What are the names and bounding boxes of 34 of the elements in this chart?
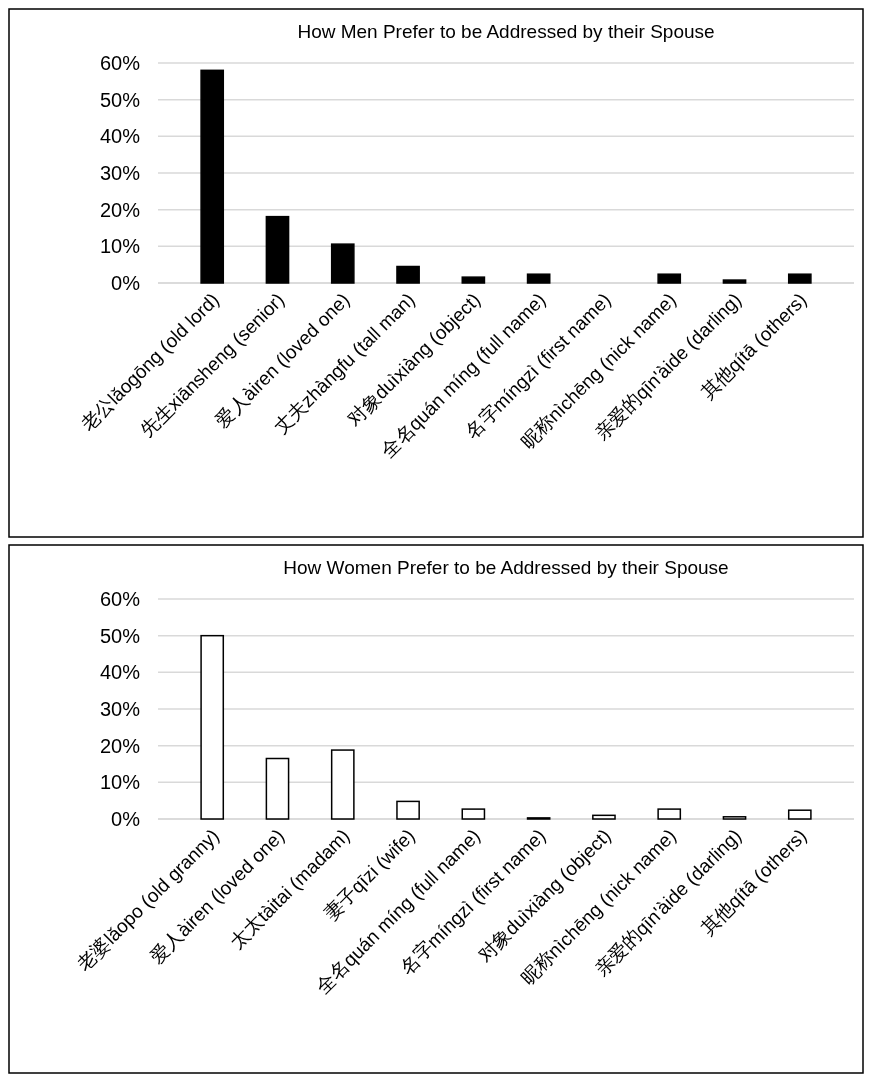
- y-tick-label: 0%: [111, 808, 141, 830]
- y-tick-label: 0%: [111, 272, 141, 294]
- y-tick-label: 30%: [99, 698, 141, 720]
- y-tick-label: 50%: [99, 624, 141, 647]
- chart-title: How Men Prefer to be Addressed by their Spouse: [297, 21, 715, 42]
- bar: [461, 276, 486, 284]
- bar: [200, 69, 225, 284]
- bar: [722, 816, 747, 820]
- bar: [722, 279, 747, 284]
- bar: [396, 265, 420, 284]
- bar: [265, 757, 290, 820]
- bar: [787, 809, 812, 820]
- bar: [200, 634, 225, 820]
- y-tick-label: 40%: [99, 661, 141, 684]
- bar: [526, 273, 551, 284]
- y-tick-label: 60%: [99, 588, 141, 610]
- bar: [592, 814, 616, 820]
- bar: [787, 273, 812, 284]
- bar: [396, 800, 420, 820]
- bar: [657, 273, 682, 284]
- bar: [265, 215, 290, 284]
- bar: [461, 808, 486, 820]
- y-tick-label: 10%: [99, 771, 141, 794]
- bar: [330, 243, 355, 284]
- y-tick-label: 30%: [99, 162, 141, 184]
- bar: [657, 808, 682, 820]
- y-tick-label: 40%: [99, 125, 141, 148]
- y-tick-label: 60%: [99, 52, 141, 74]
- y-tick-label: 50%: [99, 88, 141, 111]
- y-tick-label: 20%: [99, 734, 141, 757]
- chart-title: How Women Prefer to be Addressed by their Spouse: [283, 557, 729, 578]
- bar: [330, 749, 355, 820]
- y-tick-label: 20%: [99, 198, 141, 221]
- y-tick-label: 10%: [99, 235, 141, 258]
